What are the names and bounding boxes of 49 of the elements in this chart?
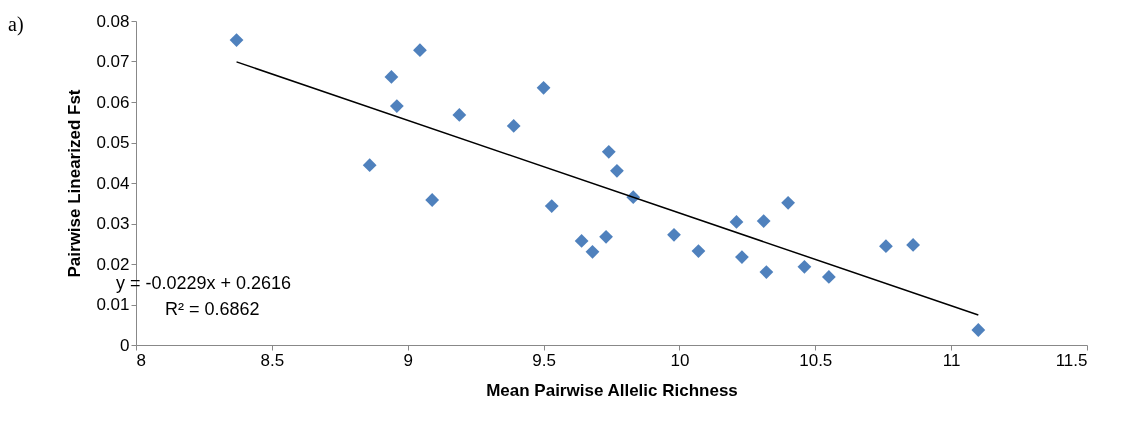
point — [759, 265, 774, 279]
point — [536, 80, 551, 95]
point — [610, 163, 624, 178]
x-tick-label: 9.5 — [532, 350, 556, 370]
point — [413, 43, 427, 58]
x-tick-label: 11.5 — [1055, 350, 1088, 370]
point — [781, 195, 796, 210]
point — [735, 250, 749, 265]
point — [362, 158, 377, 173]
x-tick-label: 10 — [670, 350, 690, 370]
point — [879, 239, 893, 254]
y-axis-title: Pairwise Linearized Fst — [65, 89, 85, 278]
point — [229, 33, 244, 47]
point — [574, 234, 589, 248]
point — [756, 214, 771, 228]
point — [425, 193, 440, 207]
x-tick-label: 10.5 — [799, 350, 833, 370]
annotation: y = -0.0229x + 0.2616 — [116, 273, 292, 293]
text: a) — [8, 13, 24, 36]
point — [667, 227, 681, 242]
point — [906, 238, 920, 252]
y-tick-label: 0.08 — [96, 11, 130, 31]
y-tick-label: 0 — [120, 335, 130, 355]
point — [544, 199, 559, 213]
point — [821, 270, 836, 284]
y-tick-label: 0.05 — [96, 133, 130, 152]
x-tick-label: 9 — [403, 350, 413, 370]
point — [452, 108, 467, 122]
point — [384, 70, 399, 84]
y-tick-label: 0.02 — [96, 254, 130, 274]
point — [971, 323, 986, 337]
y-tick-label: 0.06 — [96, 92, 130, 112]
annotation: R² = 0.6862 — [165, 299, 260, 319]
x-tick-label: 8 — [136, 350, 146, 370]
y-tick-label: 0.01 — [96, 295, 130, 314]
point — [389, 99, 404, 113]
point — [506, 119, 521, 133]
point — [599, 229, 613, 244]
x-tick-label: 11 — [942, 350, 961, 370]
point — [691, 244, 706, 258]
point — [729, 214, 744, 229]
point — [797, 259, 812, 274]
y-tick-label: 0.04 — [96, 173, 130, 193]
y-tick-label: 0.07 — [96, 52, 130, 71]
y-tick-label: 0.03 — [96, 214, 130, 233]
x-axis-title: Mean Pairwise Allelic Richness — [486, 380, 738, 400]
point — [601, 144, 616, 159]
x-tick-label: 8.5 — [260, 350, 285, 370]
point — [585, 244, 600, 259]
